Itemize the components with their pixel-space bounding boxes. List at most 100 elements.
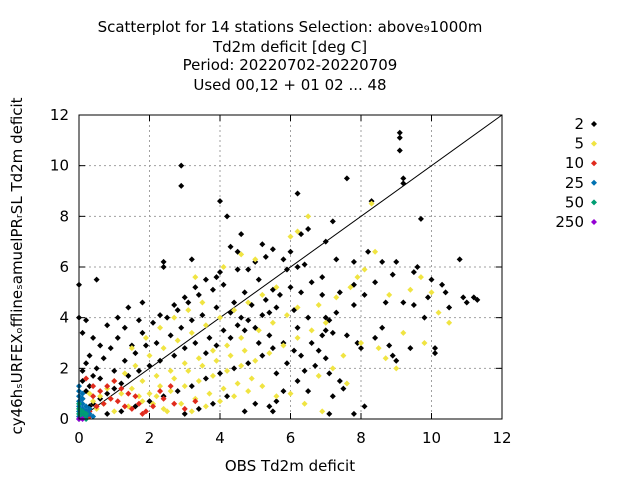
data-point	[319, 291, 326, 298]
data-point	[202, 403, 209, 410]
data-point	[153, 393, 160, 400]
data-point	[301, 261, 308, 268]
data-point	[181, 294, 188, 301]
data-point	[139, 410, 146, 417]
data-point	[432, 350, 439, 357]
data-point	[224, 213, 231, 220]
data-point	[308, 327, 315, 334]
data-point	[336, 378, 343, 384]
data-point	[171, 352, 178, 359]
data-point	[276, 291, 283, 298]
data-point	[252, 357, 259, 364]
data-point	[322, 355, 329, 362]
data-point	[206, 334, 213, 341]
data-point	[393, 365, 400, 372]
data-point	[164, 408, 171, 415]
data-point	[305, 388, 312, 395]
data-point	[333, 294, 340, 301]
data-point	[86, 352, 93, 359]
data-point	[386, 291, 393, 298]
data-point	[298, 231, 305, 238]
data-point	[167, 332, 174, 339]
data-point	[361, 266, 368, 273]
y-axis-ticks: 0 2 4 6 8 10 12	[50, 106, 502, 428]
data-point	[372, 334, 379, 341]
y-tick-label: 2	[59, 359, 69, 377]
data-point	[266, 309, 273, 316]
data-point	[188, 256, 195, 263]
data-point	[365, 248, 372, 255]
data-point	[93, 403, 100, 410]
data-point	[245, 299, 252, 306]
data-point	[174, 337, 181, 344]
data-point	[231, 393, 238, 400]
data-point	[83, 360, 90, 367]
data-point	[121, 357, 128, 364]
legend-label: 250	[555, 213, 584, 231]
data-point	[90, 398, 97, 405]
data-point	[333, 256, 340, 263]
data-point	[157, 357, 164, 364]
data-point	[90, 393, 97, 400]
data-point	[118, 390, 125, 397]
data-point	[312, 362, 319, 369]
legend-marker	[591, 219, 597, 225]
data-point	[227, 309, 234, 316]
data-point	[217, 398, 223, 405]
data-point	[135, 367, 142, 374]
data-point	[157, 383, 164, 390]
data-point	[224, 393, 231, 400]
data-point	[287, 248, 294, 255]
data-point	[231, 365, 238, 372]
legend-label: 25	[565, 174, 584, 192]
data-point	[121, 324, 128, 331]
data-point	[252, 400, 259, 407]
data-point	[333, 309, 340, 316]
data-point	[280, 256, 287, 263]
data-point	[291, 347, 298, 354]
data-point	[410, 269, 417, 276]
data-point	[220, 264, 227, 270]
data-point	[238, 231, 245, 238]
legend-label: 2	[574, 115, 584, 133]
data-point	[217, 314, 223, 321]
data-point	[192, 340, 199, 346]
data-point	[255, 327, 262, 334]
data-point	[209, 347, 216, 354]
data-point	[269, 345, 276, 352]
data-point	[213, 274, 220, 281]
data-point	[238, 334, 245, 341]
data-point	[326, 370, 333, 377]
data-point	[421, 340, 428, 346]
data-point	[245, 360, 252, 367]
data-point	[104, 322, 111, 329]
data-point	[294, 304, 301, 311]
data-point	[146, 362, 153, 369]
data-point	[435, 309, 442, 316]
data-point	[188, 408, 195, 415]
data-point	[294, 324, 301, 331]
legend-marker	[591, 121, 597, 127]
data-point	[224, 342, 231, 349]
data-point	[90, 334, 97, 341]
data-point	[90, 413, 97, 420]
data-point	[220, 281, 227, 288]
data-point	[372, 279, 379, 286]
data-point	[188, 329, 195, 336]
data-point	[273, 304, 280, 311]
legend-label: 50	[565, 193, 584, 211]
data-point	[283, 266, 290, 273]
data-point	[315, 302, 322, 308]
data-point	[86, 405, 93, 412]
data-point	[202, 322, 209, 329]
data-point	[460, 294, 467, 301]
data-point	[79, 408, 86, 415]
data-point	[157, 388, 164, 395]
data-point	[217, 370, 223, 377]
data-point	[195, 291, 202, 298]
data-point	[432, 345, 439, 352]
data-point	[195, 355, 202, 362]
data-point	[343, 332, 350, 339]
data-point	[97, 342, 104, 349]
